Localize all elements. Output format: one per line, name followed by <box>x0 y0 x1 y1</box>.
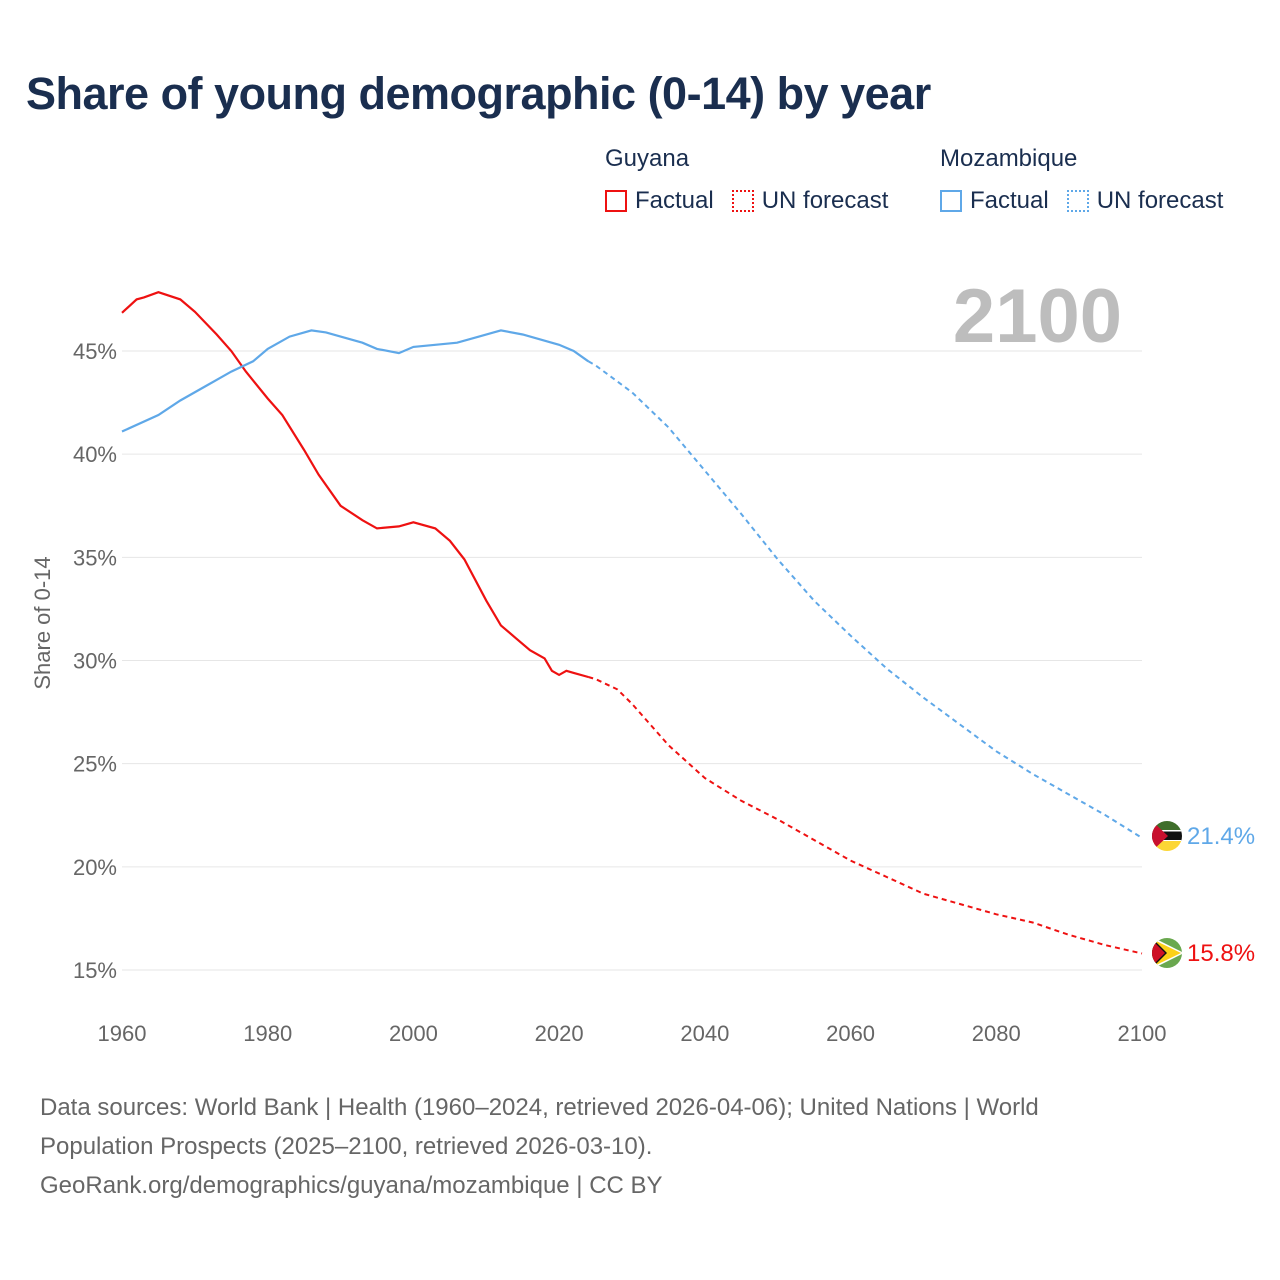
chart-title: Share of young demographic (0-14) by yea… <box>26 68 931 119</box>
x-tick-label: 2060 <box>826 1021 875 1046</box>
mozambique-factual-line <box>121 329 589 433</box>
legend-swatch-forecast <box>731 190 754 212</box>
x-tick-label: 1960 <box>98 1021 147 1046</box>
legend-group-label: Guyana <box>605 145 690 172</box>
legend-guyana: Guyana Factual UN forecast <box>605 145 906 215</box>
footer-sources: Data sources: World Bank | Health (1960–… <box>40 1088 1190 1205</box>
y-tick-label: 30% <box>73 649 117 674</box>
y-tick-label: 20% <box>73 855 117 880</box>
legend-label: UN forecast <box>1096 187 1224 214</box>
mozambique-end-label: 21.4% <box>1187 823 1255 850</box>
mozambique-forecast-line <box>587 360 1143 839</box>
x-tick-label: 2000 <box>389 1021 438 1046</box>
y-tick-label: 45% <box>73 339 117 364</box>
x-tick-label: 2040 <box>680 1021 729 1046</box>
y-tick-label: 35% <box>73 545 117 570</box>
legend-label: Factual <box>970 187 1049 214</box>
guyana-factual-line <box>121 291 589 679</box>
year-label: 2100 <box>953 274 1122 359</box>
footer-line: Population Prospects (2025–2100, retriev… <box>40 1133 653 1160</box>
legend-label: Factual <box>635 187 714 214</box>
x-tick-label: 1980 <box>243 1021 292 1046</box>
footer-link[interactable]: GeoRank.org/demographics/guyana/mozambiq… <box>40 1172 663 1199</box>
legend-mozambique: Mozambique Factual UN forecast <box>940 145 1241 215</box>
x-tick-label: 2020 <box>535 1021 584 1046</box>
legend-swatch-forecast <box>1066 190 1089 212</box>
x-tick-label: 2080 <box>972 1021 1021 1046</box>
legend-swatch-factual <box>940 190 962 212</box>
y-tick-label: 15% <box>73 958 117 983</box>
guyana-end-label: 15.8% <box>1187 940 1255 967</box>
legend-swatch-factual <box>605 190 627 212</box>
legend-label: UN forecast <box>761 187 889 214</box>
mozambique-flag-icon <box>1152 821 1182 851</box>
guyana-forecast-line <box>588 676 1143 955</box>
x-tick-label: 2100 <box>1118 1021 1167 1046</box>
y-tick-label: 40% <box>73 442 117 467</box>
footer-line: Data sources: World Bank | Health (1960–… <box>40 1094 1039 1121</box>
y-axis-label: Share of 0-14 <box>30 556 55 689</box>
guyana-flag-icon <box>1152 938 1182 968</box>
legend-group-label: Mozambique <box>940 145 1078 172</box>
y-tick-label: 25% <box>73 752 117 777</box>
